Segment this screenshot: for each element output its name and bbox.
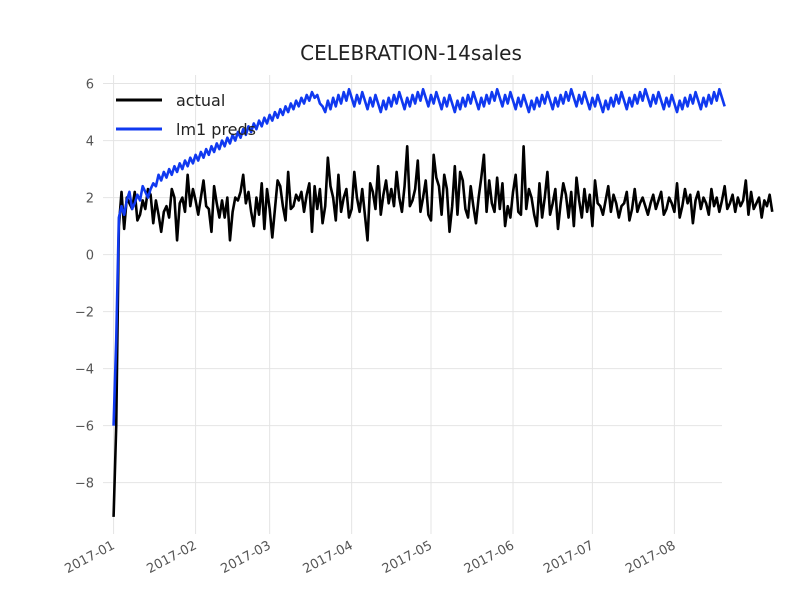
y-tick-label: −2	[75, 306, 94, 321]
y-tick-label: 2	[86, 192, 94, 207]
legend-label: actual	[176, 91, 225, 110]
y-tick-label: 6	[86, 78, 94, 93]
x-tick-label: 2017-05	[380, 538, 435, 577]
series-line-1	[112, 87, 726, 426]
x-tick-label: 2017-01	[62, 538, 117, 577]
series-lines	[112, 87, 774, 517]
y-axis-ticks: 6 4 2 0 −2 −4 −6 −8	[75, 78, 94, 492]
x-tick-label: 2017-08	[623, 538, 678, 577]
x-axis-ticks: 2017-01 2017-02 2017-03 2017-04 2017-05 2017-…	[62, 538, 678, 577]
legend-label: lm1 preds	[176, 120, 256, 139]
y-tick-label: −8	[75, 477, 94, 492]
y-tick-label: 4	[86, 135, 94, 150]
x-tick-label: 2017-02	[144, 538, 199, 577]
series-line-0	[112, 144, 774, 517]
x-tick-label: 2017-04	[301, 538, 356, 577]
y-tick-label: −6	[75, 420, 94, 435]
x-tick-label: 2017-03	[219, 538, 274, 577]
x-tick-label: 2017-07	[541, 538, 596, 577]
y-tick-label: −4	[75, 363, 94, 378]
x-tick-label: 2017-06	[462, 538, 517, 577]
legend: actual lm1 preds	[116, 91, 256, 139]
y-tick-label: 0	[86, 249, 94, 264]
grid-lines	[103, 75, 722, 534]
chart-title: CELEBRATION-14sales	[300, 41, 522, 65]
